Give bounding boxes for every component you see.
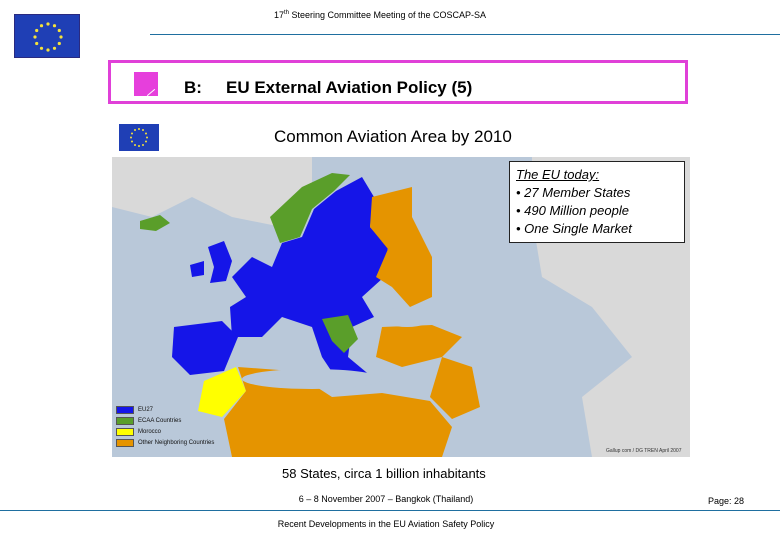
legend-item: EU27 [116, 404, 214, 415]
black-sea [381, 307, 433, 327]
norway [270, 173, 350, 243]
eu-facts-heading: The EU today: [516, 167, 600, 182]
legend-item: Morocco [116, 426, 214, 437]
legend-swatch-morocco [116, 427, 134, 436]
uk-ireland [190, 241, 232, 283]
eu-fact-item: • 490 Million people [516, 203, 629, 218]
balkans [322, 315, 358, 353]
eu-flag-logo [14, 14, 80, 58]
legend-label: Other Neighboring Countries [138, 439, 215, 446]
footer-title: Recent Developments in the EU Aviation S… [277, 519, 495, 529]
slide-title: EU External Aviation Policy (5) [226, 78, 473, 97]
neighbours-east [370, 187, 432, 307]
iberia [172, 321, 238, 375]
page-number: Page: 28 [708, 496, 745, 506]
pink-bullet-icon [134, 72, 158, 96]
legend-swatch-ecaa [116, 416, 134, 425]
map-title: Common Aviation Area by 2010 [274, 127, 512, 146]
footer-date: 6 – 8 November 2007 – Bangkok (Thailand) [298, 494, 474, 504]
slide-title-box [108, 60, 688, 104]
legend-label: EU27 [138, 406, 154, 413]
eu-fact-item: • 27 Member States [516, 185, 631, 200]
eu-flag-small-icon [119, 124, 159, 151]
iceland [140, 215, 170, 231]
legend-item: ECAA Countries [116, 415, 214, 426]
legend-label: Morocco [138, 428, 162, 435]
legend-label: ECAA Countries [138, 417, 182, 424]
land-other [112, 157, 312, 227]
legend-swatch-eu27 [116, 405, 134, 414]
eu-fact-item: • One Single Market [516, 221, 632, 236]
section-label: B: [184, 78, 202, 97]
neighbours-southeast [376, 325, 462, 367]
meeting-header: 17th Steering Committee Meeting of the C… [273, 10, 487, 20]
footer-divider [0, 510, 780, 511]
eu-facts-box: The EU today: • 27 Member States • 490 M… [509, 161, 685, 243]
map-header [112, 120, 690, 156]
header-divider [150, 34, 780, 35]
neighbours-middle-east [430, 357, 480, 419]
morocco [198, 367, 246, 417]
map-copyright: Gallup com / DG TREN April 2007 [606, 448, 682, 454]
legend-swatch-neighbours [116, 438, 134, 447]
north-africa [224, 367, 452, 457]
europe-map [112, 157, 690, 457]
legend-item: Other Neighboring Countries [116, 437, 214, 448]
mediterranean [242, 369, 382, 389]
map-legend: EU27 ECAA Countries Morocco Other Neighb… [116, 404, 214, 448]
map-caption: 58 States, circa 1 billion inhabitants [282, 466, 486, 481]
